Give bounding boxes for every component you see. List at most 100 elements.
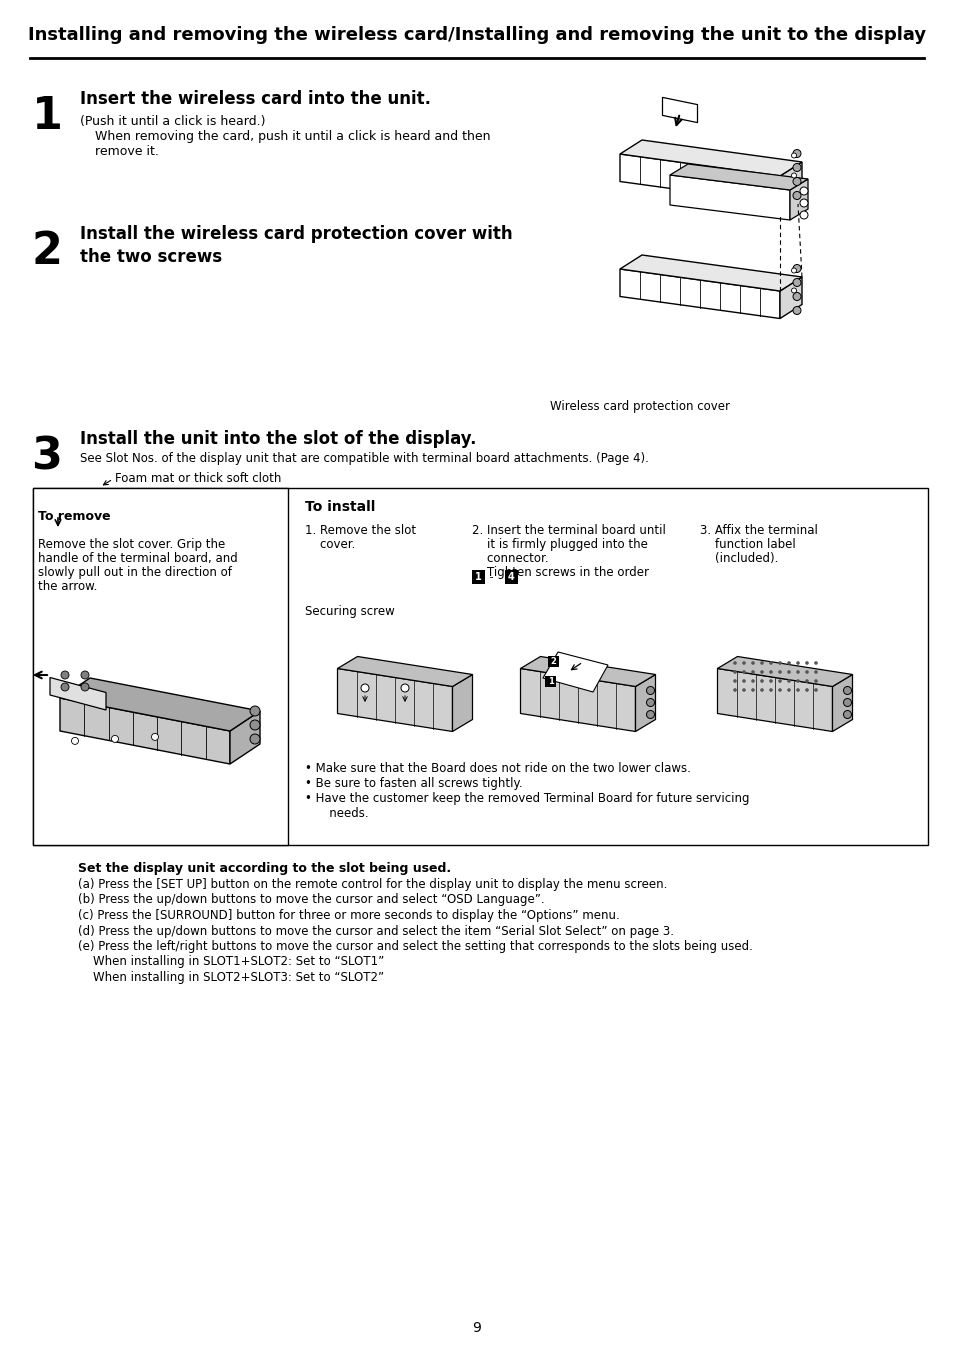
- Text: Insert the wireless card into the unit.: Insert the wireless card into the unit.: [80, 91, 431, 108]
- Polygon shape: [230, 711, 260, 764]
- Text: 3. Affix the terminal: 3. Affix the terminal: [700, 525, 817, 537]
- Circle shape: [792, 292, 801, 300]
- Text: When removing the card, push it until a click is heard and then: When removing the card, push it until a …: [95, 130, 490, 143]
- Polygon shape: [780, 162, 801, 204]
- Circle shape: [760, 679, 763, 683]
- Circle shape: [250, 734, 260, 744]
- Circle shape: [61, 671, 69, 679]
- Circle shape: [796, 671, 799, 673]
- Bar: [33, 488, 927, 845]
- Polygon shape: [520, 657, 655, 687]
- Circle shape: [61, 683, 69, 691]
- Text: 1: 1: [475, 572, 481, 581]
- Text: 3: 3: [31, 435, 62, 479]
- Text: connector.: connector.: [472, 552, 548, 565]
- Text: handle of the terminal board, and: handle of the terminal board, and: [38, 552, 237, 565]
- Polygon shape: [635, 675, 655, 731]
- Polygon shape: [60, 698, 230, 764]
- Circle shape: [792, 279, 801, 287]
- Polygon shape: [780, 277, 801, 319]
- Circle shape: [804, 661, 808, 665]
- Circle shape: [646, 699, 654, 707]
- Bar: [504, 571, 517, 584]
- Circle shape: [778, 679, 781, 683]
- Text: Remove the slot cover. Grip the: Remove the slot cover. Grip the: [38, 538, 225, 552]
- Circle shape: [733, 671, 736, 673]
- Text: cover.: cover.: [305, 538, 355, 552]
- Text: • Have the customer keep the removed Terminal Board for future servicing: • Have the customer keep the removed Ter…: [305, 792, 749, 804]
- Circle shape: [792, 307, 801, 315]
- Circle shape: [778, 661, 781, 665]
- Text: Tighten screws in the order: Tighten screws in the order: [472, 566, 648, 579]
- Circle shape: [791, 153, 796, 158]
- Bar: [544, 676, 556, 687]
- Polygon shape: [669, 174, 789, 220]
- Circle shape: [842, 699, 851, 707]
- Text: function label: function label: [700, 538, 795, 552]
- Polygon shape: [619, 269, 780, 319]
- Circle shape: [760, 661, 763, 665]
- Circle shape: [250, 706, 260, 717]
- Circle shape: [791, 288, 796, 293]
- Text: 1: 1: [547, 677, 553, 685]
- Circle shape: [768, 661, 772, 665]
- Polygon shape: [832, 675, 852, 731]
- Circle shape: [741, 679, 745, 683]
- Circle shape: [796, 679, 799, 683]
- Circle shape: [71, 737, 78, 745]
- Circle shape: [800, 187, 807, 195]
- Circle shape: [733, 679, 736, 683]
- Circle shape: [760, 671, 763, 673]
- Text: 2: 2: [31, 230, 63, 273]
- Text: When installing in SLOT2+SLOT3: Set to “SLOT2”: When installing in SLOT2+SLOT3: Set to “…: [78, 971, 384, 984]
- Text: • Make sure that the Board does not ride on the two lower claws.: • Make sure that the Board does not ride…: [305, 763, 690, 775]
- Circle shape: [804, 679, 808, 683]
- Circle shape: [778, 671, 781, 673]
- Circle shape: [804, 688, 808, 692]
- Text: 4: 4: [508, 572, 515, 581]
- Text: Install the wireless card protection cover with: Install the wireless card protection cov…: [80, 224, 512, 243]
- Polygon shape: [337, 668, 452, 731]
- Circle shape: [750, 679, 754, 683]
- Polygon shape: [661, 97, 697, 123]
- Text: • Be sure to fasten all screws tightly.: • Be sure to fasten all screws tightly.: [305, 777, 522, 790]
- Text: (a) Press the [SET UP] button on the remote control for the display unit to disp: (a) Press the [SET UP] button on the rem…: [78, 877, 667, 891]
- Polygon shape: [337, 657, 472, 687]
- Circle shape: [792, 177, 801, 185]
- Polygon shape: [619, 256, 801, 291]
- Text: 1. Remove the slot: 1. Remove the slot: [305, 525, 416, 537]
- Circle shape: [646, 711, 654, 718]
- Circle shape: [400, 684, 409, 692]
- Circle shape: [741, 661, 745, 665]
- Circle shape: [768, 671, 772, 673]
- Circle shape: [646, 687, 654, 695]
- Circle shape: [804, 671, 808, 673]
- Circle shape: [750, 661, 754, 665]
- Text: slowly pull out in the direction of: slowly pull out in the direction of: [38, 566, 232, 579]
- Circle shape: [792, 192, 801, 200]
- Polygon shape: [542, 652, 607, 692]
- Text: (b) Press the up/down buttons to move the cursor and select “OSD Language”.: (b) Press the up/down buttons to move th…: [78, 894, 544, 906]
- Circle shape: [81, 683, 89, 691]
- Text: When installing in SLOT1+SLOT2: Set to “SLOT1”: When installing in SLOT1+SLOT2: Set to “…: [78, 956, 384, 968]
- Text: (included).: (included).: [700, 552, 778, 565]
- Circle shape: [813, 671, 817, 673]
- Circle shape: [842, 687, 851, 695]
- Circle shape: [842, 711, 851, 718]
- Text: 9: 9: [472, 1321, 481, 1334]
- Text: Securing screw: Securing screw: [305, 604, 395, 618]
- Text: (d) Press the up/down buttons to move the cursor and select the item “Serial Slo: (d) Press the up/down buttons to move th…: [78, 925, 673, 937]
- Text: See Slot Nos. of the display unit that are compatible with terminal board attach: See Slot Nos. of the display unit that a…: [80, 452, 648, 465]
- Circle shape: [778, 688, 781, 692]
- Text: 1: 1: [31, 95, 63, 138]
- Text: -: -: [485, 572, 497, 581]
- Circle shape: [81, 671, 89, 679]
- Circle shape: [741, 688, 745, 692]
- Circle shape: [800, 211, 807, 219]
- Circle shape: [792, 164, 801, 172]
- Circle shape: [813, 679, 817, 683]
- Circle shape: [792, 150, 801, 157]
- Circle shape: [750, 671, 754, 673]
- Polygon shape: [452, 675, 472, 731]
- Circle shape: [768, 688, 772, 692]
